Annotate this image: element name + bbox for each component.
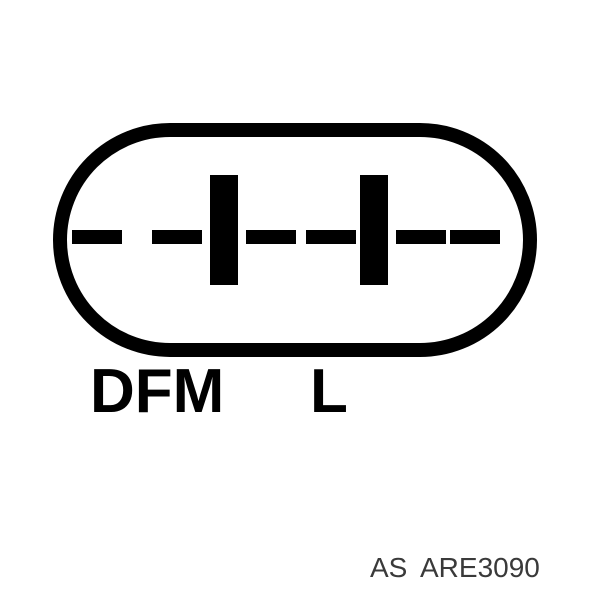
dash-segment — [72, 230, 122, 244]
dash-segment — [396, 230, 446, 244]
brand-label: AS — [370, 552, 407, 584]
pin-slot-dfm — [210, 175, 238, 285]
dash-segment — [306, 230, 356, 244]
diagram-canvas: DFM L AS ARE3090 — [0, 0, 600, 600]
connector-diagram — [50, 120, 550, 380]
dash-segment — [152, 230, 202, 244]
part-number: ARE3090 — [420, 552, 540, 584]
pin-slot-l — [360, 175, 388, 285]
connector-pins — [210, 175, 388, 285]
pin-label-l: L — [310, 356, 348, 427]
dash-segment — [246, 230, 296, 244]
pin-label-dfm: DFM — [90, 356, 224, 427]
connector-dash-row — [72, 230, 500, 244]
dash-segment — [450, 230, 500, 244]
